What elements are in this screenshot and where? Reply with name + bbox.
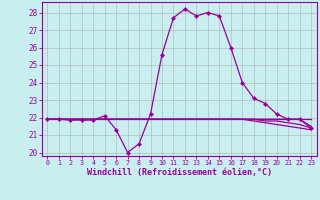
X-axis label: Windchill (Refroidissement éolien,°C): Windchill (Refroidissement éolien,°C)	[87, 168, 272, 177]
